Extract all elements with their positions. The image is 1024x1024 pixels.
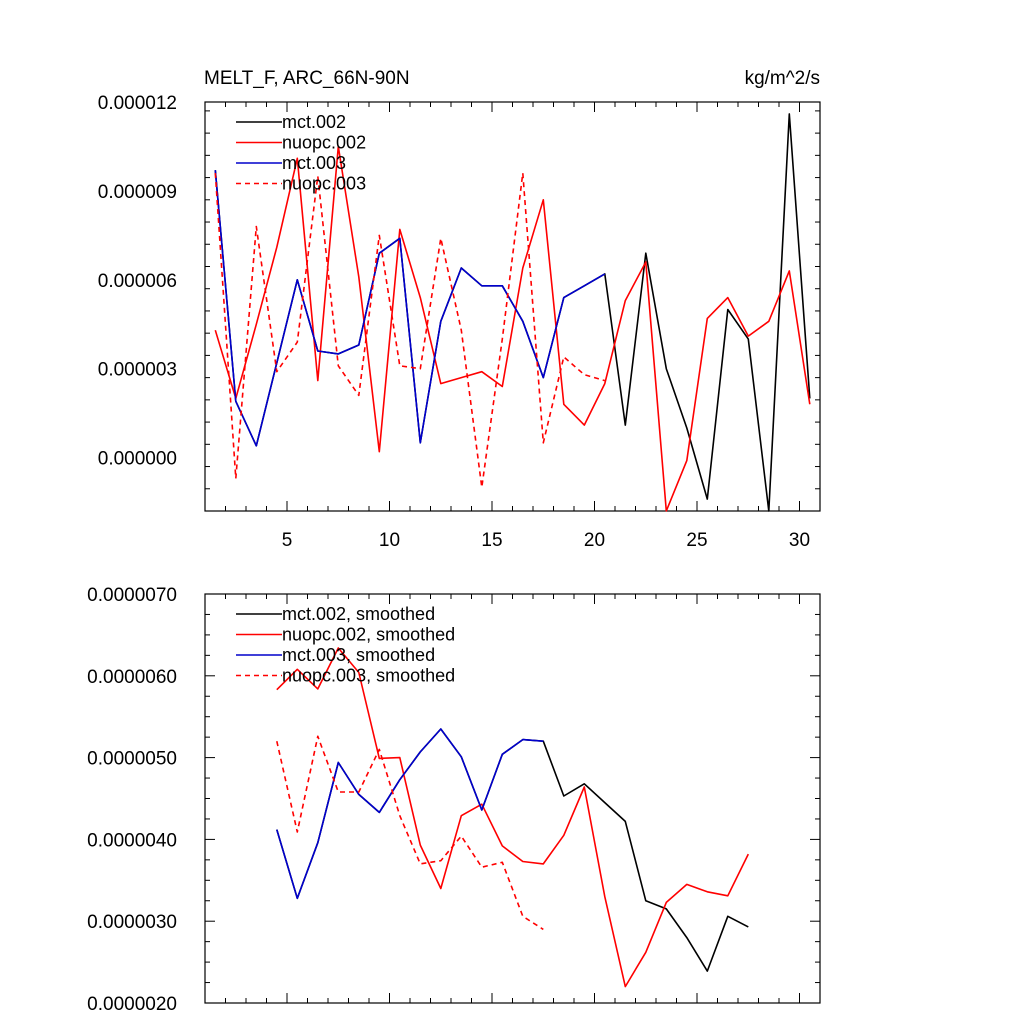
bottom-series-mct-003-smoothed: [276, 728, 544, 900]
top-legend-label: nuopc.002: [282, 133, 366, 153]
bottom-y-tick-label: 0.0000020: [87, 994, 177, 1015]
top-panel-title: MELT_F, ARC_66N-90N: [204, 68, 410, 89]
top-y-tick-label: 0.000009: [98, 182, 177, 203]
bottom-legend-label: nuopc.002, smoothed: [282, 625, 455, 645]
top-series-nuopc-003: [214, 172, 606, 489]
top-series-nuopc-002: [214, 145, 811, 512]
top-panel: MELT_F, ARC_66N-90N kg/m^2/s 5 10 15 20 25 30…: [98, 68, 821, 551]
top-x-tick-label: 25: [686, 530, 707, 551]
top-y-tick-label: 0.000000: [98, 449, 177, 470]
top-series-mct-003: [214, 170, 606, 447]
bottom-panel: 0.0000020 0.0000030 0.0000040 0.0000050 0.00…: [87, 585, 821, 1015]
bottom-y-tick-label: 0.0000070: [87, 585, 177, 606]
top-y-tick-label: 0.000006: [98, 271, 177, 292]
bottom-y-tick-label: 0.0000030: [87, 912, 177, 933]
top-series-group: [214, 113, 811, 512]
bottom-legend-label: nuopc.003, smoothed: [282, 666, 455, 686]
top-x-tick-label: 5: [282, 530, 293, 551]
bottom-series-group: [276, 647, 750, 988]
bottom-y-tick-label: 0.0000040: [87, 830, 177, 851]
top-x-tick-label: 20: [584, 530, 605, 551]
bottom-series-nuopc-003-smoothed: [276, 735, 544, 931]
top-legend-label: nuopc.003: [282, 174, 366, 194]
bottom-y-tick-label: 0.0000050: [87, 749, 177, 770]
top-x-tick-label: 10: [379, 530, 400, 551]
top-y-tick-label: 0.000012: [98, 93, 177, 114]
bottom-tick-group: 0.0000020 0.0000030 0.0000040 0.0000050 0.00…: [87, 585, 821, 1015]
bottom-y-tick-label: 0.0000060: [87, 667, 177, 688]
bottom-legend-label: mct.003, smoothed: [282, 645, 435, 665]
top-y-tick-label: 0.000003: [98, 360, 177, 381]
bottom-legend-label: mct.002, smoothed: [282, 604, 435, 624]
top-tick-group: 5 10 15 20 25 30 0.000000 0.000003 0.000006 0.000…: [98, 93, 821, 551]
top-legend-label: mct.003: [282, 153, 346, 173]
bottom-series-nuopc-002-smoothed: [276, 647, 750, 988]
top-panel-units: kg/m^2/s: [745, 68, 820, 89]
top-x-tick-label: 30: [789, 530, 810, 551]
top-legend-label: mct.002: [282, 112, 346, 132]
top-x-tick-label: 15: [481, 530, 502, 551]
